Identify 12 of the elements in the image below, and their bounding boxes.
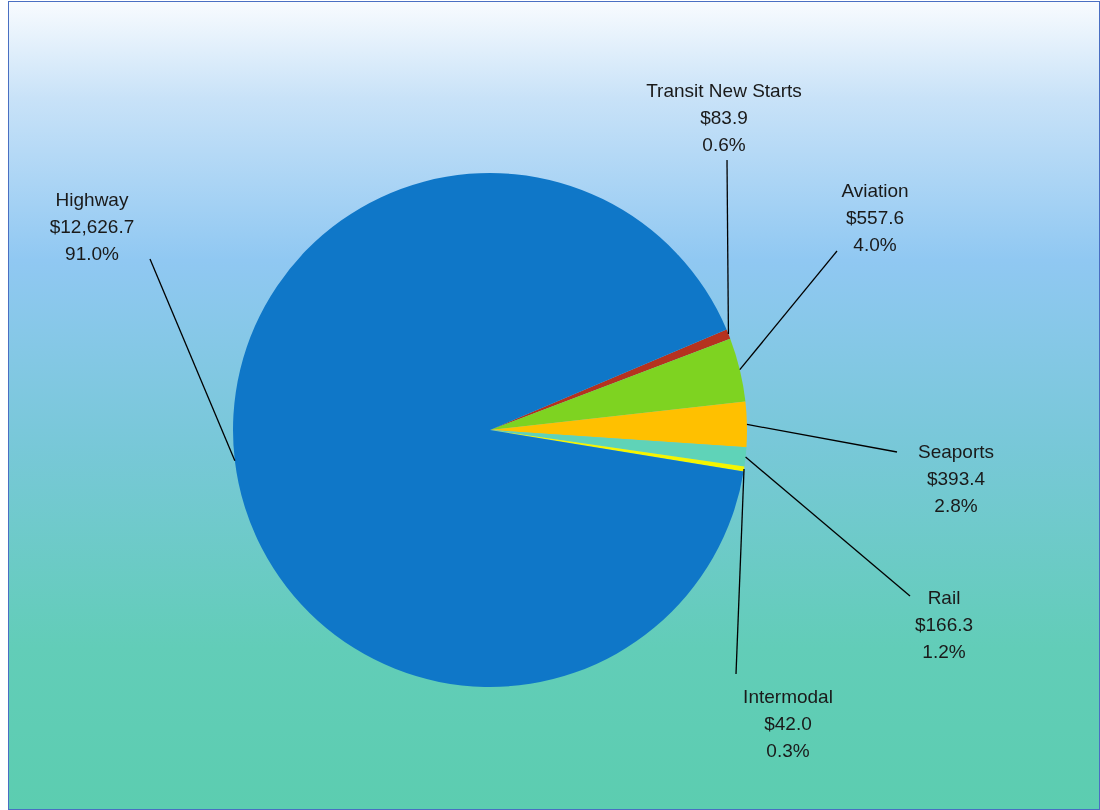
- data-label: $42.0 0.3%: [764, 712, 812, 761]
- data-label: $12,626.7 91.0%: [49, 215, 135, 264]
- slice-label: Transit New Starts: [646, 79, 802, 101]
- slice-label: Intermodal: [743, 685, 833, 707]
- slice-label: Seaports: [917, 440, 995, 462]
- slice-label: Aviation: [841, 179, 909, 201]
- data-label: $557.6 4.0%: [845, 206, 905, 255]
- slice-label: Highway: [55, 188, 129, 210]
- data-label: $83.9 0.6%: [700, 106, 748, 155]
- slice-label: Rail: [927, 586, 961, 608]
- data-label: $393.4 2.8%: [926, 467, 986, 516]
- data-label: $166.3 1.2%: [914, 613, 974, 662]
